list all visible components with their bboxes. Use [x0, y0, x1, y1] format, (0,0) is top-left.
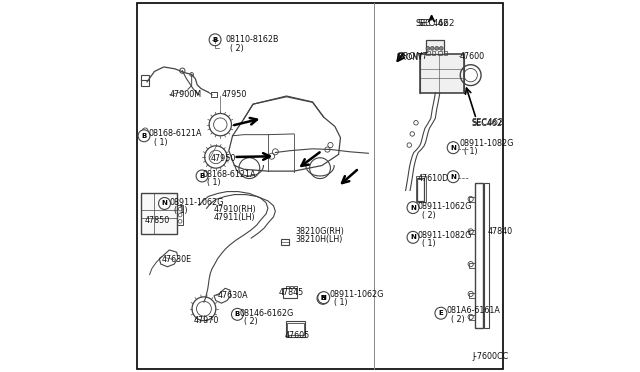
Text: 081A6-6161A: 081A6-6161A — [447, 306, 500, 315]
Text: ( 2): ( 2) — [230, 44, 244, 53]
Text: 47970: 47970 — [193, 316, 219, 325]
Text: 08146-6162G: 08146-6162G — [239, 309, 294, 318]
Text: 47605: 47605 — [285, 331, 310, 340]
Bar — [468, 197, 476, 202]
Circle shape — [196, 170, 208, 182]
Bar — [420, 54, 465, 93]
Text: 08911-1062G: 08911-1062G — [170, 198, 224, 207]
Text: 47950: 47950 — [221, 90, 247, 99]
Bar — [286, 321, 305, 337]
Text: E: E — [438, 310, 444, 316]
Text: B: B — [200, 173, 205, 179]
Circle shape — [317, 292, 329, 304]
Circle shape — [138, 130, 150, 142]
Bar — [468, 230, 476, 234]
Text: 47630A: 47630A — [218, 291, 248, 300]
Circle shape — [232, 308, 243, 320]
Text: 08110-8162B: 08110-8162B — [225, 35, 278, 44]
Text: 47900M: 47900M — [170, 90, 202, 99]
Bar — [417, 178, 424, 201]
Bar — [476, 183, 483, 328]
Bar — [281, 239, 289, 245]
Bar — [283, 288, 297, 298]
Text: N: N — [321, 295, 326, 301]
Bar — [141, 75, 149, 86]
Text: 47950: 47950 — [211, 154, 236, 163]
Circle shape — [318, 292, 330, 304]
Circle shape — [440, 46, 443, 50]
Bar — [294, 286, 297, 288]
Text: 38210H(LH): 38210H(LH) — [296, 235, 343, 244]
Text: B: B — [141, 133, 147, 139]
Text: SEC.462: SEC.462 — [416, 19, 449, 28]
Text: SEC462: SEC462 — [472, 118, 504, 127]
Circle shape — [447, 142, 459, 154]
Text: N: N — [450, 145, 456, 151]
Text: B: B — [235, 311, 240, 317]
Circle shape — [431, 46, 434, 50]
Text: B: B — [212, 37, 218, 43]
Bar — [426, 51, 429, 55]
Text: 08911-1062G: 08911-1062G — [417, 202, 472, 211]
Text: 47850: 47850 — [145, 216, 170, 225]
Bar — [286, 286, 289, 288]
Bar — [211, 92, 217, 97]
Text: 08911-1082G: 08911-1082G — [417, 231, 472, 240]
Bar — [468, 293, 476, 298]
Text: 08911-1082G: 08911-1082G — [460, 139, 514, 148]
Text: N: N — [161, 201, 168, 206]
Text: 08168-6121A: 08168-6121A — [149, 129, 202, 138]
Text: N: N — [410, 234, 416, 240]
Bar — [416, 176, 426, 202]
Text: 47610D: 47610D — [417, 174, 449, 183]
Circle shape — [426, 46, 429, 50]
Circle shape — [447, 171, 459, 183]
Text: 47845: 47845 — [278, 288, 303, 296]
Text: ( 1): ( 1) — [207, 178, 221, 187]
Text: ( 1): ( 1) — [422, 239, 436, 248]
Circle shape — [407, 202, 419, 214]
Text: 47910(RH): 47910(RH) — [214, 205, 257, 214]
Text: ( 1): ( 1) — [174, 206, 188, 215]
Circle shape — [407, 231, 419, 243]
Text: N: N — [410, 205, 416, 211]
Bar — [426, 40, 444, 54]
Text: ( 1): ( 1) — [334, 298, 348, 307]
Circle shape — [435, 46, 438, 50]
Text: FRONT: FRONT — [397, 52, 428, 61]
Text: SEC.462: SEC.462 — [417, 19, 455, 28]
Text: 47840: 47840 — [488, 227, 513, 236]
Text: 38210G(RH): 38210G(RH) — [296, 227, 345, 236]
Text: ( 2): ( 2) — [244, 317, 258, 326]
Text: N: N — [450, 174, 456, 180]
Bar — [177, 205, 184, 225]
Bar — [291, 286, 293, 288]
Text: 47911(LH): 47911(LH) — [214, 213, 255, 222]
Bar — [438, 51, 442, 55]
Bar — [484, 183, 489, 328]
Text: ( 2): ( 2) — [422, 211, 436, 219]
Text: FRONT: FRONT — [396, 53, 423, 62]
Text: B: B — [321, 295, 326, 301]
Text: SEC462: SEC462 — [472, 119, 502, 128]
Text: ( 1): ( 1) — [154, 138, 167, 147]
Bar — [141, 193, 177, 234]
Bar — [287, 323, 303, 335]
Bar — [468, 315, 476, 320]
Bar — [468, 263, 476, 268]
Text: 47600: 47600 — [460, 52, 484, 61]
Text: ( 2): ( 2) — [451, 315, 465, 324]
Text: 47630E: 47630E — [162, 255, 192, 264]
Bar — [444, 51, 447, 55]
Text: 08911-1062G: 08911-1062G — [330, 290, 383, 299]
Bar — [431, 51, 435, 55]
Circle shape — [435, 307, 447, 319]
Text: 08168-6121A: 08168-6121A — [202, 170, 255, 179]
Circle shape — [159, 198, 170, 209]
Text: J-7600CC: J-7600CC — [472, 352, 509, 361]
Circle shape — [209, 34, 221, 46]
Text: ( 1): ( 1) — [465, 147, 478, 156]
